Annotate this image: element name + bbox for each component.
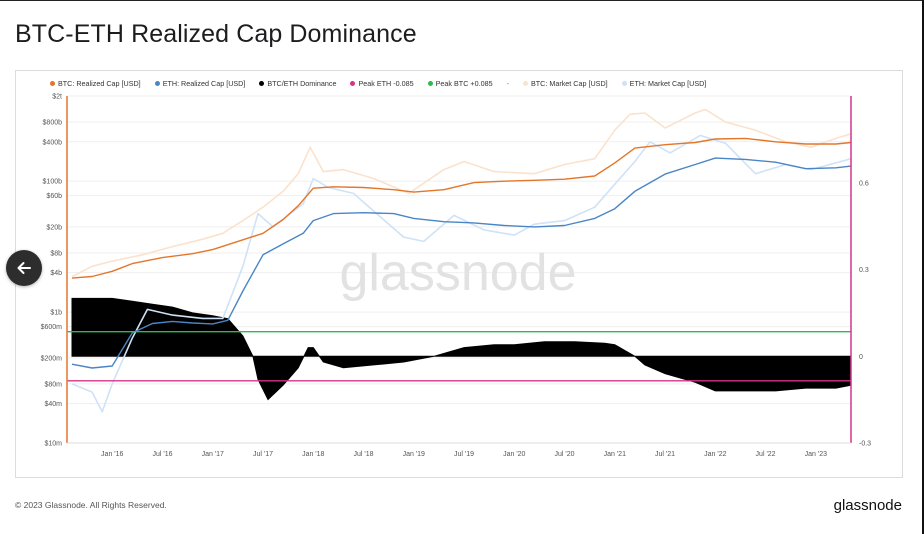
page-title: BTC-ETH Realized Cap Dominance (15, 20, 417, 48)
legend-item-eth-market-cap-usd[interactable]: ETH: Market Cap [USD] (621, 78, 707, 88)
legend-item-peak-eth-0-085[interactable]: Peak ETH -0.085 (350, 78, 414, 88)
x-tick-label: Jan '18 (302, 451, 324, 458)
legend-item-eth-realized-cap-usd[interactable]: ETH: Realized Cap [USD] (154, 78, 246, 88)
y-left-tick-label: $8b (50, 250, 62, 257)
x-tick-label: Jan '17 (202, 451, 224, 458)
axes (66, 96, 852, 444)
legend-item-btc-eth-dominance[interactable]: BTC/ETH Dominance (259, 79, 336, 88)
x-tick-label: Jan '22 (704, 451, 726, 458)
x-tick-label: Jul '21 (655, 451, 675, 458)
back-button[interactable] (6, 250, 42, 286)
y-left-tick-label: $80m (44, 381, 62, 388)
dominance-area-layer (71, 297, 852, 401)
x-tick-label: Jul '18 (354, 451, 374, 458)
x-tick-label: Jul '20 (555, 451, 575, 458)
y-left-tick-label: $100b (43, 179, 63, 186)
series-eth-realized-cap-usd (71, 157, 852, 369)
series-btc-eth-dominance (71, 297, 852, 401)
x-tick-label: Jul '19 (454, 451, 474, 458)
x-tick-label: Jan '20 (503, 451, 525, 458)
legend-dot-icon (621, 80, 627, 86)
series-btc-realized-cap-usd (71, 137, 852, 279)
legend-label: Peak ETH -0.085 (358, 78, 414, 88)
legend-label: BTC: Market Cap [USD] (530, 78, 608, 88)
y-left-tick-label: $400b (43, 139, 63, 146)
chart-legend: BTC: Realized Cap [USD] ETH: Realized Cap… (50, 78, 706, 88)
y-left-tick-label: $1b (50, 310, 62, 317)
legend-label: ETH: Market Cap [USD] (629, 78, 707, 88)
legend-item-peak-btc-0-085[interactable]: Peak BTC +0.085 (427, 78, 493, 88)
top-border (0, 0, 924, 1)
y-right-tick-label: -0.3 (859, 441, 871, 448)
y-left-tick-label: $800b (43, 120, 63, 127)
series-eth-market-cap-usd (71, 134, 852, 413)
y-left-tick-label: $4b (50, 270, 62, 277)
y-right-tick-label: 0.6 (859, 180, 869, 187)
legend-item-btc-realized-cap-usd[interactable]: BTC: Realized Cap [USD] (50, 79, 141, 88)
y-left-tick-label: $200m (41, 355, 63, 362)
legend-label: ETH: Realized Cap [USD] (162, 78, 246, 88)
legend-separator: - (506, 78, 509, 88)
legend-label: Peak BTC +0.085 (435, 78, 493, 88)
y-left-tick-label: $2t (52, 94, 62, 101)
x-tick-label: Jul '16 (152, 451, 172, 458)
y-right-tick-label: 0.3 (859, 267, 869, 274)
x-tick-label: Jul '17 (253, 451, 273, 458)
reference-lines (67, 330, 851, 382)
market-cap-layer (71, 108, 852, 413)
y-right-tick-label: 0 (859, 354, 863, 361)
y-left-tick-label: $10m (44, 441, 62, 448)
legend-dot-icon (427, 80, 433, 86)
legend-dot-icon (50, 80, 55, 86)
legend-dot-icon (259, 80, 265, 86)
x-tick-label: Jul '22 (756, 451, 776, 458)
tick-labels: $2t $800b $400b $100b $60b $20b $8b $4b $1b $600m… (41, 94, 872, 459)
legend-dot-icon (350, 80, 356, 86)
watermark: glassnode (339, 244, 576, 302)
copyright-text: © 2023 Glassnode. All Rights Reserved. (15, 500, 167, 510)
legend-label: BTC/ETH Dominance (267, 78, 337, 88)
legend-dot-icon (154, 80, 160, 86)
series-btc-market-cap-usd (71, 108, 852, 278)
brand-logo[interactable]: glassnode (833, 497, 902, 514)
x-tick-label: Jan '19 (403, 451, 425, 458)
legend-item-btc-market-cap-usd[interactable]: BTC: Market Cap [USD] (522, 78, 608, 88)
realized-cap-layer (71, 137, 852, 369)
y-left-tick-label: $60b (46, 193, 62, 200)
legend-dot-icon (522, 80, 528, 86)
arrow-left-icon (17, 262, 31, 274)
right-border (922, 0, 924, 534)
y-left-tick-label: $40m (44, 401, 62, 408)
y-left-tick-label: $600m (41, 324, 63, 331)
x-tick-label: Jan '16 (101, 451, 123, 458)
x-tick-label: Jan '21 (604, 451, 626, 458)
y-left-tick-label: $20b (46, 224, 62, 231)
legend-label: BTC: Realized Cap [USD] (58, 78, 141, 88)
x-tick-label: Jan '23 (805, 451, 827, 458)
chart-card (15, 70, 903, 478)
